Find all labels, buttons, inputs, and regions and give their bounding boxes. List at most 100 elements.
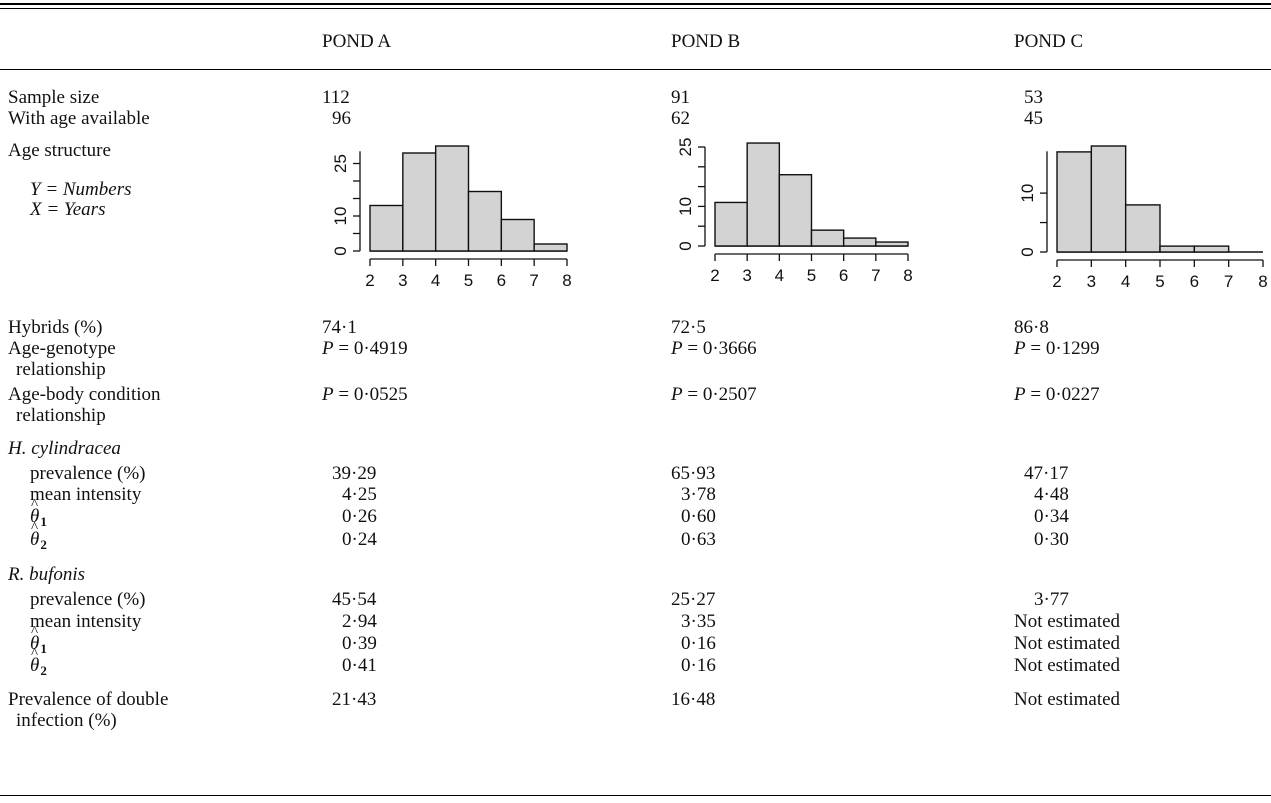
- cell-rbuf-theta2-b: 0·16: [681, 655, 716, 676]
- x-tick-label: 4: [1121, 272, 1130, 291]
- cell-with-age-b: 62: [671, 108, 690, 129]
- histogram-bar: [1090, 145, 1127, 253]
- row-label-sample-size: Sample size: [8, 87, 100, 108]
- x-tick-label: 7: [871, 266, 880, 285]
- cell-age-genotype-a: P = 0·4919: [322, 338, 408, 359]
- y-tick-label: 25: [676, 138, 695, 156]
- cell-hcyl-prevalence-a: 39·29: [332, 463, 377, 484]
- row-label-age-body-2: relationship: [16, 405, 106, 426]
- cell-hybrids-a: 74·1: [322, 317, 357, 338]
- cell-rbuf-theta1-c: Not estimated: [1014, 633, 1121, 654]
- y-tick-label: 0: [1018, 247, 1037, 256]
- histogram-bar: [402, 152, 437, 252]
- cell-rbuf-prevalence-c: 3·77: [1034, 589, 1069, 610]
- x-tick-label: 6: [839, 266, 848, 285]
- y-tick-label: 10: [676, 197, 695, 216]
- cell-hcyl-mean-intensity-b: 3·78: [681, 484, 716, 505]
- row-label-hcyl-prevalence: prevalence (%): [30, 463, 146, 484]
- row-label-rbuf-mean-intensity: mean intensity: [30, 611, 142, 632]
- cell-with-age-a: 96: [332, 108, 351, 129]
- histogram-bar: [533, 243, 568, 252]
- cell-double-infection-b: 16·48: [671, 689, 716, 710]
- cell-double-infection-a: 21·43: [332, 689, 377, 710]
- age-structure-y-note: Y = Numbers: [30, 179, 132, 200]
- row-label-hybrids: Hybrids (%): [8, 317, 103, 338]
- cell-sample-size-a: 112: [322, 87, 350, 108]
- cell-rbuf-mean-intensity-c: Not estimated: [1014, 611, 1121, 632]
- histogram-bar: [467, 190, 503, 252]
- section-h-cylindracea: H. cylindracea: [8, 438, 121, 459]
- cell-hcyl-theta1-b: 0·60: [681, 506, 716, 527]
- x-tick-label: 5: [1155, 272, 1164, 291]
- cell-hcyl-theta2-c: 0·30: [1034, 529, 1069, 550]
- histogram-bar: [500, 218, 535, 252]
- cell-age-body-a: P = 0·0525: [322, 384, 408, 405]
- x-tick-label: 4: [431, 271, 440, 290]
- cell-rbuf-mean-intensity-b: 3·35: [681, 611, 716, 632]
- histogram-bar: [842, 237, 877, 247]
- y-tick-label: 10: [331, 207, 350, 226]
- row-label-hcyl-theta1: ^ θ1: [30, 497, 47, 529]
- row-label-age-body: Age-body condition: [8, 384, 161, 405]
- x-tick-label: 8: [562, 271, 571, 290]
- x-tick-label: 7: [1224, 272, 1233, 291]
- histogram-bar: [778, 174, 813, 247]
- histogram-bar: [746, 142, 781, 247]
- histogram-bar: [1124, 204, 1161, 253]
- cell-rbuf-prevalence-b: 25·27: [671, 589, 716, 610]
- row-label-age-genotype-2: relationship: [16, 359, 106, 380]
- x-tick-label: 2: [365, 271, 374, 290]
- age-structure-x-note: X = Years: [30, 199, 106, 220]
- bottom-rule: [0, 795, 1271, 796]
- row-label-double-infection-2: infection (%): [16, 710, 117, 731]
- row-label-age-genotype: Age-genotype: [8, 338, 116, 359]
- cell-rbuf-prevalence-a: 45·54: [332, 589, 377, 610]
- section-r-bufonis: R. bufonis: [8, 564, 86, 585]
- cell-rbuf-theta2-c: Not estimated: [1014, 655, 1121, 676]
- row-label-rbuf-theta1: ^ θ1: [30, 624, 47, 656]
- x-tick-label: 3: [1087, 272, 1096, 291]
- histogram-bar: [369, 204, 404, 252]
- cell-hcyl-prevalence-b: 65·93: [671, 463, 716, 484]
- header-rule: [0, 69, 1271, 70]
- cell-hybrids-b: 72·5: [671, 317, 706, 338]
- x-tick-label: 8: [1258, 272, 1267, 291]
- column-header-pond-c: POND C: [1014, 31, 1084, 52]
- x-tick-label: 6: [497, 271, 506, 290]
- cell-hcyl-theta1-c: 0·34: [1034, 506, 1069, 527]
- row-label-rbuf-theta2: ^ θ2: [30, 646, 47, 678]
- x-tick-label: 5: [807, 266, 816, 285]
- x-tick-label: 4: [775, 266, 784, 285]
- y-tick-label: 10: [1018, 184, 1037, 203]
- histogram-pond-c: 2 3 4 5 6 7 8 0 10: [1018, 145, 1268, 291]
- histogram-bar: [1159, 245, 1196, 253]
- histogram-bar: [714, 201, 748, 247]
- cell-with-age-c: 45: [1024, 108, 1043, 129]
- cell-age-genotype-b: P = 0·3666: [671, 338, 757, 359]
- histogram-pond-a: 2 3 4 5 6 7 8 0 10 25: [331, 145, 572, 290]
- cell-hcyl-mean-intensity-c: 4·48: [1034, 484, 1069, 505]
- histogram-pond-b: 2 3 4 5 6 7 8 0 10 25: [676, 138, 913, 285]
- cell-hcyl-theta2-a: 0·24: [342, 529, 377, 550]
- histogram-bar: [434, 145, 470, 252]
- cell-rbuf-theta2-a: 0·41: [342, 655, 377, 676]
- x-tick-label: 7: [529, 271, 538, 290]
- x-tick-label: 8: [903, 266, 912, 285]
- column-header-pond-a: POND A: [322, 31, 392, 52]
- x-tick-label: 6: [1190, 272, 1199, 291]
- cell-age-body-b: P = 0·2507: [671, 384, 757, 405]
- x-tick-label: 2: [710, 266, 719, 285]
- cell-hcyl-theta2-b: 0·63: [681, 529, 716, 550]
- row-label-with-age: With age available: [8, 108, 150, 129]
- row-label-age-structure: Age structure: [8, 140, 111, 161]
- cell-rbuf-mean-intensity-a: 2·94: [342, 611, 377, 632]
- cell-age-body-c: P = 0·0227: [1014, 384, 1100, 405]
- cell-rbuf-theta1-b: 0·16: [681, 633, 716, 654]
- y-tick-label: 0: [331, 246, 350, 255]
- y-tick-label: 0: [676, 241, 695, 250]
- cell-sample-size-b: 91: [671, 87, 690, 108]
- column-header-pond-b: POND B: [671, 31, 741, 52]
- y-tick-label: 25: [331, 154, 350, 173]
- histogram-bar: [1193, 245, 1230, 253]
- cell-hcyl-prevalence-c: 47·17: [1024, 463, 1069, 484]
